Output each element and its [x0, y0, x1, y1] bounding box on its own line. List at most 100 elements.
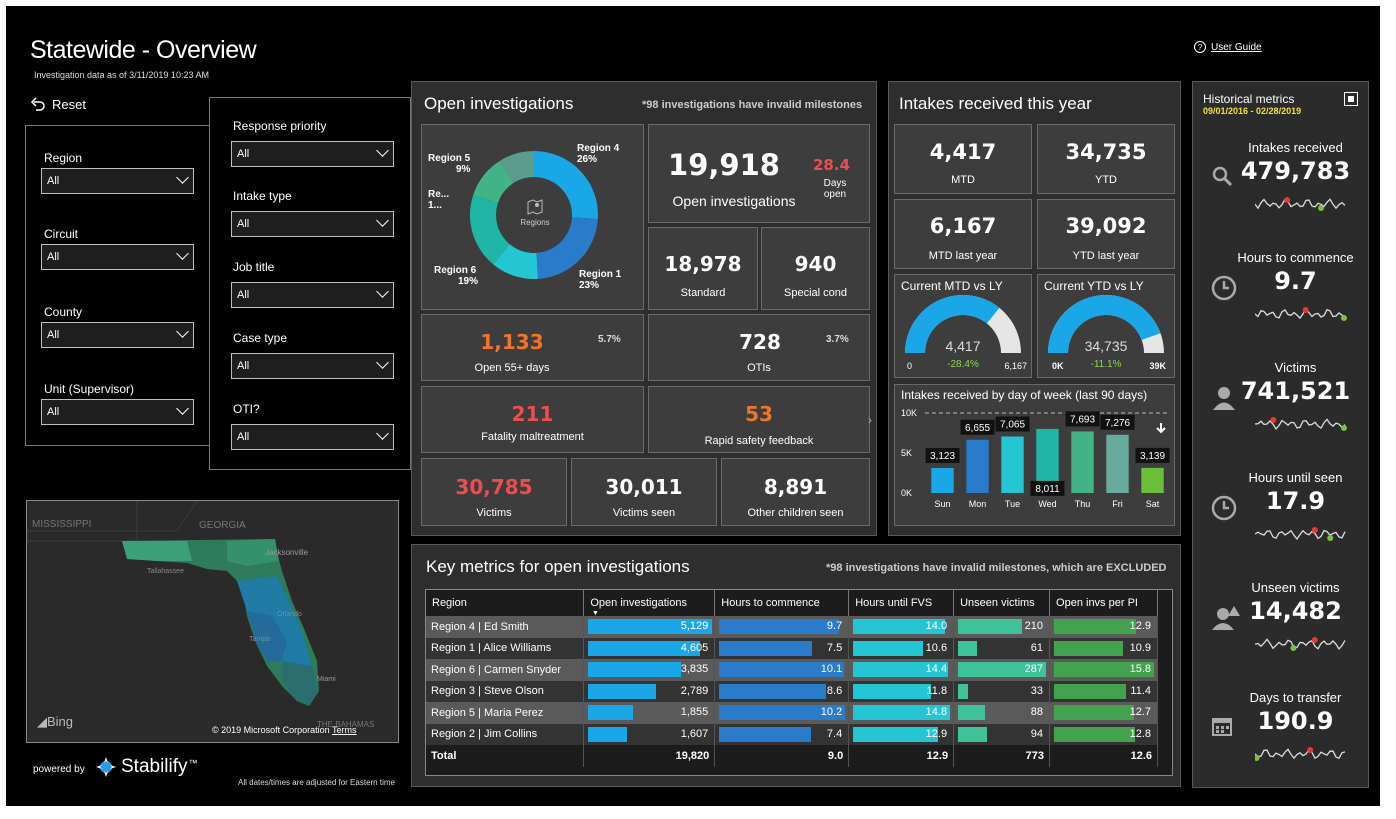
- open-investigations-panel: Open investigations *98 investigations h…: [411, 81, 877, 536]
- table-total-row: Total 19,820 9.0 12.9 773 12.6: [426, 745, 1158, 767]
- dow-bar-chart[interactable]: 10K 5K 0K 3,123 Sun 6,655 Mon 7,065 Tue 8,011 Wed 7…: [895, 405, 1174, 525]
- grid-view-icon[interactable]: [1344, 92, 1358, 106]
- bar-thu[interactable]: [1071, 431, 1094, 493]
- map-panel[interactable]: MISSISSIPPI GEORGIA Jacksonville Tallaha…: [26, 500, 399, 743]
- gauge-mtd-tile[interactable]: Current MTD vs LY 4,417 -28.4% 0 6,167: [894, 274, 1032, 378]
- regions-donut-tile[interactable]: Regions Region 4 26% Region 5 9% Re... 1...…: [421, 124, 644, 310]
- table-row[interactable]: Region 1 | Alice Williams 4,605 7.5 10.6 61 1…: [426, 637, 1158, 659]
- reset-button[interactable]: Reset: [30, 96, 86, 112]
- donut-slice[interactable]: [534, 151, 598, 220]
- cell-metric: 210: [953, 616, 1051, 638]
- cell-metric: 8.6: [714, 680, 850, 702]
- col-open-invs-per-pi[interactable]: Open invs per PI: [1049, 590, 1158, 616]
- filter-priority-dropdown[interactable]: All: [231, 141, 394, 167]
- historical-metric-value: 14,482: [1249, 597, 1342, 625]
- bar-fri[interactable]: [1106, 434, 1129, 493]
- filter-job-title-dropdown[interactable]: All: [231, 282, 394, 308]
- data-bar: [958, 662, 1047, 677]
- bar-wed[interactable]: [1036, 428, 1059, 493]
- victims-seen-tile[interactable]: 30,011 Victims seen: [571, 458, 717, 526]
- gauge-ytd-tile[interactable]: Current YTD vs LY 34,735 -11.1% 0K 39K: [1037, 274, 1175, 378]
- cell-metric: 14.0: [848, 616, 955, 638]
- table-row[interactable]: Region 2 | Jim Collins 1,607 7.4 12.9 94 12.8: [426, 723, 1158, 745]
- user-guide-link[interactable]: ? User Guide: [1194, 41, 1262, 53]
- filter-intake-type-dropdown[interactable]: All: [231, 211, 394, 237]
- map-label-tallahassee: Tallahassee: [147, 568, 184, 575]
- table-row[interactable]: Region 3 | Steve Olson 2,789 8.6 11.8 33 11.4: [426, 680, 1158, 702]
- rapid-safety-tile[interactable]: 53 Rapid safety feedback: [648, 386, 870, 453]
- map-terms-link[interactable]: Terms: [332, 725, 357, 735]
- cell-metric: 14.4: [848, 659, 955, 681]
- map-label-jacksonville: Jacksonville: [265, 548, 309, 557]
- fatality-tile[interactable]: 211 Fatality maltreatment: [421, 386, 644, 453]
- col-hours-to-commence[interactable]: Hours to commence: [714, 590, 850, 616]
- cell-value: 10.9: [1129, 641, 1151, 654]
- table-row[interactable]: Region 6 | Carmen Snyder 3,835 10.1 14.4 287…: [426, 659, 1158, 681]
- donut-slice[interactable]: [493, 244, 539, 279]
- sparkline: [1255, 747, 1346, 761]
- drill-down-icon[interactable]: [1156, 423, 1166, 434]
- donut-label-region5: Region 5 9%: [428, 153, 471, 175]
- col-open-investigations[interactable]: Open investigations ▼: [583, 590, 716, 617]
- search-icon: [1211, 165, 1233, 187]
- bar-sun[interactable]: [931, 468, 954, 493]
- filter-unit-dropdown[interactable]: All: [41, 399, 194, 425]
- donut-slice[interactable]: [470, 195, 510, 265]
- cell-metric: 33: [953, 680, 1051, 702]
- mtd-ly-tile[interactable]: 6,167 MTD last year: [894, 199, 1032, 269]
- chevron-down-icon: [376, 356, 389, 369]
- other-children-tile[interactable]: 8,891 Other children seen: [721, 458, 870, 526]
- cell-value: 7.5: [826, 641, 843, 654]
- x-tick-label: Sun: [934, 499, 950, 509]
- historical-dates: 09/01/2016 - 02/28/2019: [1203, 106, 1302, 116]
- filter-region-dropdown[interactable]: All: [41, 168, 194, 194]
- filter-county-dropdown[interactable]: All: [41, 322, 194, 348]
- victims-seen-value: 30,011: [605, 475, 683, 499]
- data-bar: [719, 705, 846, 720]
- key-metrics-table[interactable]: Region Open investigations ▼ Hours to com…: [426, 590, 1158, 767]
- bar-tue[interactable]: [1001, 436, 1024, 493]
- cell-region: Region 1 | Alice Williams: [426, 637, 585, 659]
- dow-chart-tile[interactable]: Intakes received by day of week (last 90…: [894, 384, 1175, 526]
- filter-oti-dropdown[interactable]: All: [231, 424, 394, 450]
- standard-tile[interactable]: 18,978 Standard: [648, 227, 758, 310]
- mtd-label: MTD: [951, 174, 975, 186]
- table-row[interactable]: Region 4 | Ed Smith 5,129 9.7 14.0 210 12.9: [426, 616, 1158, 638]
- open-total-tile[interactable]: 19,918 Open investigations 28.4 Days ope…: [648, 124, 870, 223]
- open-55-tile[interactable]: 1,133 Open 55+ days 5.7%: [421, 314, 644, 381]
- page-title: Statewide - Overview: [30, 36, 257, 64]
- bar-mon[interactable]: [966, 439, 989, 493]
- regions-donut-chart[interactable]: [422, 125, 643, 309]
- florida-map[interactable]: MISSISSIPPI GEORGIA Jacksonville Tallaha…: [27, 501, 398, 742]
- table-row[interactable]: Region 5 | Maria Perez 1,855 10.2 14.8 88 12.…: [426, 702, 1158, 724]
- filter-case-type-dropdown[interactable]: All: [231, 353, 394, 379]
- intakes-panel: Intakes received this year 4,417 MTD 34,…: [888, 81, 1181, 536]
- data-label: 7,693: [1070, 414, 1095, 425]
- cell-value: 4,605: [680, 641, 709, 654]
- cell-value: 1,607: [680, 727, 709, 740]
- victims-tile[interactable]: 30,785 Victims: [421, 458, 567, 526]
- col-hours-until-fvs[interactable]: Hours until FVS: [848, 590, 955, 616]
- key-metrics-title: Key metrics for open investigations: [426, 557, 690, 576]
- panel-scroll-arrow-icon[interactable]: ›: [868, 413, 872, 427]
- special-cond-tile[interactable]: 940 Special cond: [761, 227, 870, 310]
- historical-metric-label: Hours to commence: [1237, 250, 1354, 265]
- dashboard-frame: Statewide - Overview Investigation data …: [6, 6, 1380, 806]
- bar-sat[interactable]: [1141, 467, 1164, 493]
- col-region[interactable]: Region: [426, 590, 585, 616]
- donut-slice[interactable]: [473, 160, 514, 204]
- data-bar: [853, 662, 948, 677]
- chevron-down-icon: [176, 325, 189, 338]
- otis-tile[interactable]: 728 OTIs 3.7%: [648, 314, 870, 381]
- data-label-box: [1065, 411, 1100, 427]
- donut-slice[interactable]: [499, 151, 534, 183]
- rapid-safety-value: 53: [745, 402, 773, 426]
- total-value: 19,820: [583, 745, 716, 767]
- mtd-tile[interactable]: 4,417 MTD: [894, 124, 1032, 194]
- data-bar: [588, 726, 628, 742]
- ytd-tile[interactable]: 34,735 YTD: [1037, 124, 1175, 194]
- filter-circuit-dropdown[interactable]: All: [41, 244, 194, 270]
- col-unseen-victims[interactable]: Unseen victims: [953, 590, 1051, 616]
- ytd-ly-tile[interactable]: 39,092 YTD last year: [1037, 199, 1175, 269]
- donut-slice[interactable]: [536, 217, 598, 279]
